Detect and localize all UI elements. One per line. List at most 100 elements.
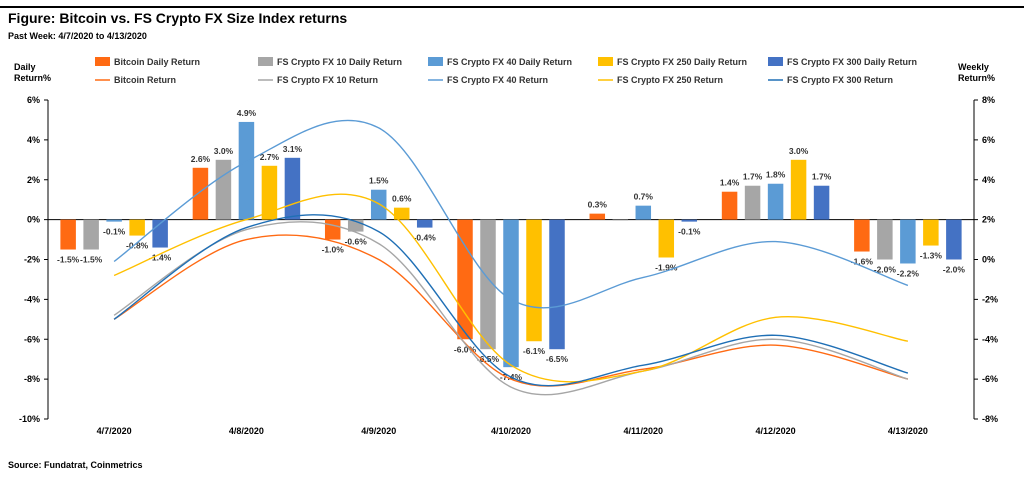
right-axis-title: Weekly Return% [958, 62, 995, 84]
x-tick-label: 4/11/2020 [624, 426, 664, 436]
bar-data-label: 1.8% [766, 170, 786, 180]
bar-data-label: -0.8% [126, 241, 149, 251]
x-tick-label: 4/13/2020 [888, 426, 928, 436]
left-tick-label: -2% [24, 255, 40, 265]
bar [612, 219, 629, 221]
bar [744, 185, 761, 220]
legend-label: FS Crypto FX 40 Return [447, 75, 548, 85]
left-tick-label: -4% [24, 294, 40, 304]
bar [900, 219, 916, 264]
bar [854, 219, 870, 252]
legend-swatch [428, 57, 443, 66]
bar-data-label: -1.6% [851, 257, 874, 267]
x-tick-label: 4/8/2020 [229, 426, 264, 436]
bar [393, 207, 410, 220]
bar [480, 219, 496, 350]
right-tick-label: 8% [982, 95, 995, 105]
right-tick-label: -2% [982, 294, 998, 304]
right-tick-label: -4% [982, 334, 998, 344]
bar-data-label: 1.4% [720, 178, 740, 188]
legend-swatch [258, 57, 273, 66]
top-rule [0, 6, 1024, 8]
bar-data-label: -6.0% [454, 344, 477, 354]
bar-data-label: -1.0% [322, 245, 345, 255]
right-tick-label: 0% [982, 255, 995, 265]
bar [923, 219, 939, 246]
bar-data-label: -1.5% [57, 255, 80, 265]
bar-data-label: -6.5% [546, 354, 569, 364]
bar-data-label: 3.1% [283, 144, 303, 154]
bar [526, 219, 542, 342]
bar-data-label: -1.5% [80, 255, 103, 265]
bar [813, 185, 830, 220]
page-title: Figure: Bitcoin vs. FS Crypto FX Size In… [8, 10, 348, 26]
bar-data-label: -1.3% [920, 251, 943, 261]
legend-label: FS Crypto FX 300 Return [787, 75, 893, 85]
bar [261, 165, 278, 220]
left-tick-label: -6% [24, 334, 40, 344]
bar [238, 121, 255, 220]
x-tick-label: 4/9/2020 [361, 426, 396, 436]
legend-label: FS Crypto FX 250 Daily Return [617, 57, 747, 67]
bar [589, 213, 606, 220]
right-axis-title-line2: Return% [958, 73, 996, 83]
legend-swatch [768, 57, 783, 66]
bar [503, 219, 519, 368]
source-note: Source: Fundatrat, Coinmetrics [8, 460, 143, 470]
right-tick-label: -6% [982, 374, 998, 384]
line-series [113, 214, 909, 387]
bar [106, 219, 122, 222]
bar [129, 219, 145, 236]
bar-data-label: 4.9% [237, 108, 257, 118]
bar-data-label: -2.0% [943, 265, 966, 275]
legend-label: FS Crypto FX 300 Daily Return [787, 57, 917, 67]
bar [946, 219, 962, 260]
left-axis-title-line1: Daily [14, 62, 36, 72]
right-tick-label: 2% [982, 215, 995, 225]
left-axis-title: Daily Return% [14, 62, 51, 84]
bar [681, 219, 698, 222]
bar-data-label: 3.0% [214, 146, 234, 156]
right-tick-label: 6% [982, 135, 995, 145]
bar-data-label: 3.0% [789, 146, 809, 156]
bar [347, 219, 364, 232]
bar-data-label: -0.6% [345, 237, 368, 247]
left-axis-title-line2: Return% [14, 73, 52, 83]
legend-label: FS Crypto FX 10 Return [277, 75, 378, 85]
line-series [113, 119, 909, 309]
bar-data-label: 0.7% [634, 192, 654, 202]
right-tick-label: -8% [982, 414, 998, 424]
x-tick-label: 4/10/2020 [491, 426, 531, 436]
left-tick-label: -10% [19, 414, 40, 424]
line-series [113, 193, 909, 383]
bar [877, 219, 893, 260]
bar-data-label: -0.1% [103, 227, 126, 237]
page-subtitle: Past Week: 4/7/2020 to 4/13/2020 [8, 31, 147, 41]
bar [635, 205, 652, 220]
bar [416, 219, 433, 228]
bar [370, 189, 387, 220]
bar-data-label: 1.5% [369, 176, 389, 186]
left-tick-label: 4% [27, 135, 40, 145]
bar-data-label: -2.2% [897, 268, 920, 278]
left-tick-label: -8% [24, 374, 40, 384]
bar [60, 219, 76, 250]
x-tick-label: 4/12/2020 [756, 426, 796, 436]
bar [767, 183, 784, 220]
legend-label: FS Crypto FX 10 Daily Return [277, 57, 402, 67]
legend-label: Bitcoin Return [114, 75, 176, 85]
bar [83, 219, 99, 250]
right-axis-title-line1: Weekly [958, 62, 989, 72]
bar-data-label: -6.1% [523, 346, 546, 356]
legend-swatch [598, 57, 613, 66]
left-tick-label: 2% [27, 175, 40, 185]
bar-data-label: -1.4% [149, 253, 172, 263]
bar [790, 159, 807, 220]
bar [192, 167, 209, 220]
legend-swatch [95, 57, 110, 66]
bar [324, 219, 341, 240]
bar-data-label: 1.7% [812, 172, 832, 182]
bar-data-label: 2.6% [191, 154, 211, 164]
bar [549, 219, 565, 350]
